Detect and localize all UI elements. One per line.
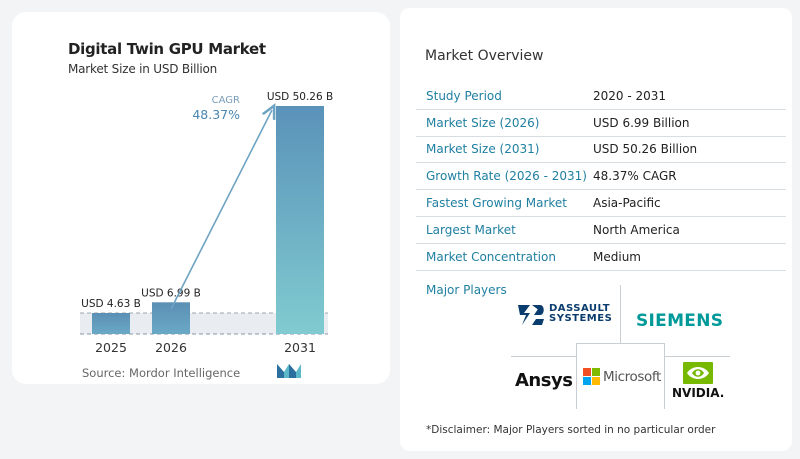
nvidia-logo: NVIDIA. [672,362,724,400]
chart-title: Digital Twin GPU Market [68,40,266,58]
overview-row: Market Size (2026) USD 6.99 Billion [416,110,786,137]
overview-row-label: Growth Rate (2026 - 2031) [426,169,587,184]
divider [511,356,577,357]
overview-table: Study Period 2020 - 2031 Market Size (2026… [416,83,786,271]
divider [664,356,730,357]
microsoft-wordmark: Microsoft [603,368,661,385]
divider [576,343,664,344]
chart-subtitle: Market Size in USD Billion [68,62,218,76]
overview-row-label: Study Period [426,88,502,103]
microsoft-logo: Microsoft [583,368,661,385]
overview-row-label: Market Size (2026) [426,115,540,130]
overview-row: Study Period 2020 - 2031 [416,83,786,110]
cagr-label: CAGR [212,95,240,106]
x-tick-label: 2025 [95,340,127,355]
nvidia-wordmark: NVIDIA. [672,386,725,400]
overview-row: Market Concentration Medium [416,244,786,271]
divider [664,343,665,409]
siemens-logo: SIEMENS [636,311,723,331]
ansys-logo: Ansys [515,370,573,391]
bar-chart: USD 4.63 B 2025 USD 6.99 B 2026 USD 50.26 B 2… [80,91,333,355]
cagr-value: 48.37% [192,107,240,122]
dassault-logo: DASSAULT SYSTEMES [516,301,612,327]
bar [276,106,324,334]
x-tick-label: 2026 [155,340,187,355]
nvidia-eye-icon [683,362,714,384]
overview-row-value: Medium [593,249,641,264]
ansys-wordmark: Ansys [515,370,573,391]
bar-value-label: USD 4.63 B [81,298,141,310]
overview-row-value: Asia-Pacific [593,196,661,211]
cagr-arrow [170,110,272,310]
bar-value-label: USD 6.99 B [141,287,201,299]
microsoft-windows-icon [583,368,600,385]
divider [620,285,621,343]
baseline-band [80,312,328,334]
bar [92,312,130,334]
mordor-logo-icon [277,362,301,383]
overview-row: Fastest Growing Market Asia-Pacific [416,190,786,217]
divider [576,343,577,409]
overview-row-label: Market Concentration [426,249,556,264]
overview-row-value: 2020 - 2031 [593,88,667,103]
overview-row-value: 48.37% CAGR [593,169,677,184]
overview-row-value: USD 6.99 Billion [593,115,690,130]
overview-row: Market Size (2031) USD 50.26 Billion [416,137,786,164]
dassault-line-2: SYSTEMES [549,313,613,324]
overview-row: Largest Market North America [416,217,786,244]
overview-row-value: North America [593,222,680,237]
siemens-wordmark: SIEMENS [636,311,724,331]
players-title: Major Players [426,283,507,297]
dassault-line-1: DASSAULT [549,303,611,314]
bar [152,302,190,334]
overview-row-label: Market Size (2031) [426,142,540,157]
bar-value-label: USD 50.26 B [267,91,333,103]
overview-row-label: Fastest Growing Market [426,196,568,211]
overview-row-label: Largest Market [426,222,516,237]
overview-row-value: USD 50.26 Billion [593,142,698,157]
overview-row: Growth Rate (2026 - 2031) 48.37% CAGR [416,163,786,191]
disclaimer: *Disclaimer: Major Players sorted in no … [426,424,716,436]
overview-title: Market Overview [425,48,544,64]
source-note: Source: Mordor Intelligence [82,366,241,380]
dassault-3ds-icon [518,305,544,325]
x-tick-label: 2031 [284,340,316,355]
